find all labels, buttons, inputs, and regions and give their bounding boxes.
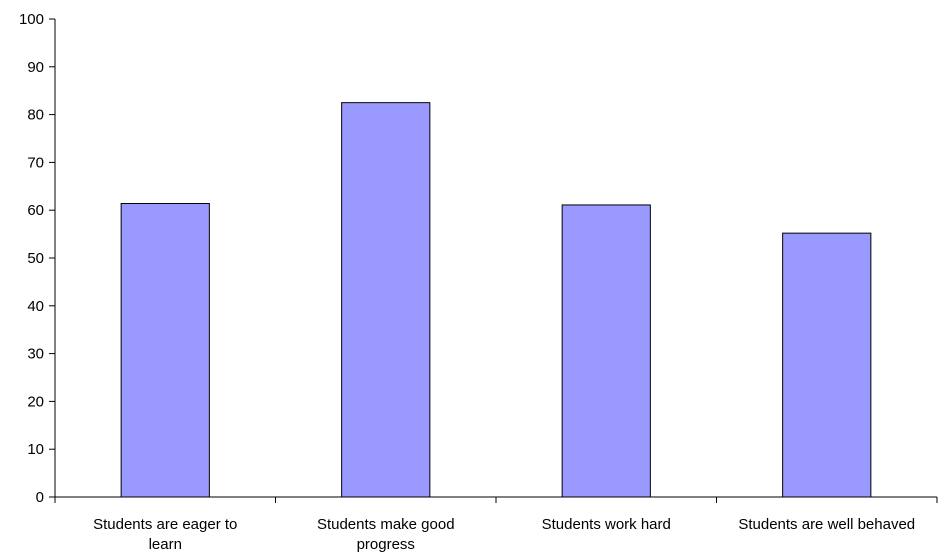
x-category-label-line: learn (149, 536, 182, 553)
y-tick-label: 30 (27, 346, 44, 363)
x-axis (54, 496, 938, 503)
bar (120, 203, 210, 498)
bars (120, 102, 872, 498)
y-tick-label: 60 (27, 202, 44, 219)
x-category-label-line: Students are well behaved (738, 516, 915, 533)
bar (561, 204, 651, 498)
x-category-label-line: Students work hard (542, 516, 671, 533)
y-tick-label: 100 (19, 11, 44, 28)
x-category-label: Students make good progress (317, 516, 455, 553)
x-category-label-line: progress (357, 536, 415, 553)
x-category-label: Students work hard (542, 516, 671, 533)
y-tick-label: 40 (27, 298, 44, 315)
y-tick-label: 10 (27, 441, 44, 458)
y-tick-label: 80 (27, 107, 44, 124)
y-tick-label: 70 (27, 154, 44, 171)
x-category-label: Students are well behaved (738, 516, 915, 533)
y-tick-label: 20 (27, 393, 44, 410)
y-tick-label: 50 (27, 250, 44, 267)
y-tick-label: 90 (27, 59, 44, 76)
bar (341, 102, 431, 498)
y-axis: 0 10 20 30 40 50 60 70 80 90 100 (19, 11, 56, 506)
x-category-label-line: Students are eager to (93, 516, 237, 533)
bar (782, 232, 872, 498)
x-category-label-line: Students make good (317, 516, 455, 533)
y-tick-label: 0 (36, 489, 44, 506)
category-labels: Students are eager to learn Students make … (93, 516, 915, 553)
x-category-label: Students are eager to learn (93, 516, 237, 553)
